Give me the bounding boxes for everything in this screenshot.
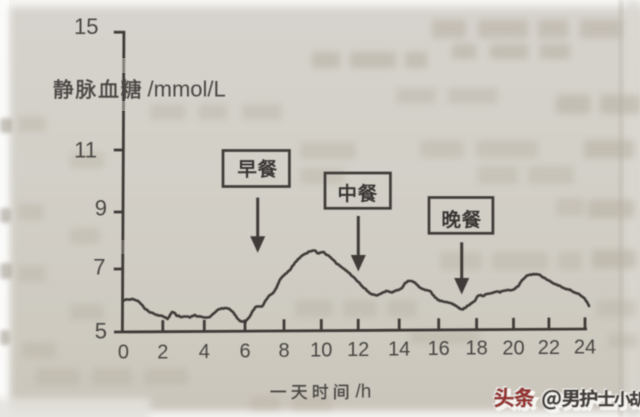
svg-text:10: 10	[310, 340, 332, 362]
svg-text:5: 5	[95, 319, 107, 344]
svg-text:7: 7	[93, 255, 105, 280]
svg-text:8: 8	[278, 340, 289, 362]
svg-text:14: 14	[388, 339, 410, 361]
svg-text:18: 18	[465, 338, 487, 360]
svg-text:16: 16	[428, 338, 450, 360]
svg-text:6: 6	[239, 340, 250, 362]
svg-text:22: 22	[538, 337, 560, 359]
svg-text:0: 0	[118, 342, 129, 364]
svg-text:9: 9	[95, 196, 107, 221]
svg-text:11: 11	[74, 138, 97, 163]
svg-text:12: 12	[347, 339, 369, 361]
svg-text:/h: /h	[356, 382, 372, 403]
svg-text:24: 24	[574, 337, 596, 359]
svg-text:4: 4	[199, 341, 210, 363]
svg-text:/mmol/L: /mmol/L	[148, 77, 226, 102]
svg-text:20: 20	[502, 337, 524, 359]
svg-text:2: 2	[157, 341, 168, 363]
svg-text:15: 15	[74, 14, 98, 39]
